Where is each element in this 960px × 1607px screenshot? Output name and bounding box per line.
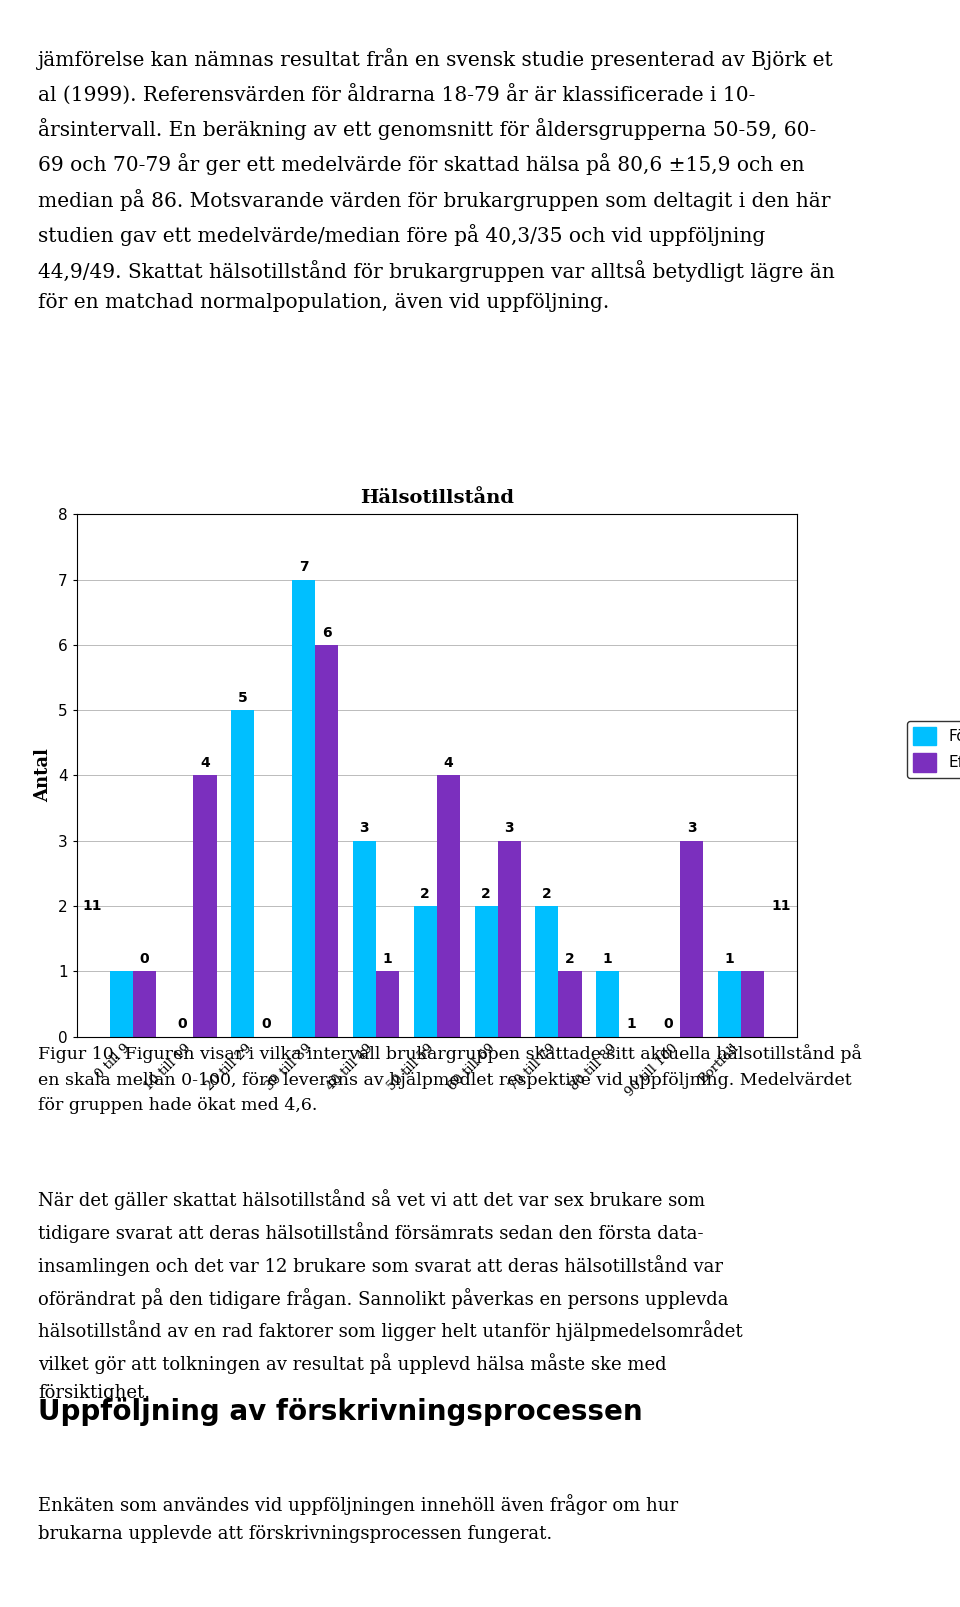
Bar bbox=[497, 840, 520, 1037]
Bar bbox=[231, 710, 254, 1037]
Text: 4: 4 bbox=[444, 757, 453, 770]
Text: 0: 0 bbox=[663, 1017, 673, 1032]
Text: 0: 0 bbox=[261, 1017, 271, 1032]
Bar bbox=[596, 971, 619, 1037]
Bar bbox=[680, 840, 704, 1037]
Text: Uppföljning av förskrivningsprocessen: Uppföljning av förskrivningsprocessen bbox=[38, 1398, 643, 1425]
Text: 1: 1 bbox=[603, 951, 612, 966]
Text: 6: 6 bbox=[322, 625, 331, 640]
Bar bbox=[718, 971, 741, 1037]
Text: 1: 1 bbox=[383, 951, 393, 966]
Bar bbox=[292, 580, 315, 1037]
Y-axis label: Antal: Antal bbox=[35, 749, 53, 802]
Legend: Före, Efter: Före, Efter bbox=[907, 720, 960, 778]
Text: 2: 2 bbox=[481, 887, 491, 900]
Title: Hälsotillstånd: Hälsotillstånd bbox=[360, 489, 514, 508]
Bar bbox=[315, 644, 338, 1037]
Text: 0: 0 bbox=[139, 951, 149, 966]
Bar bbox=[109, 971, 132, 1037]
Text: 1: 1 bbox=[626, 1017, 636, 1032]
Text: 11: 11 bbox=[83, 898, 102, 913]
Text: 3: 3 bbox=[504, 821, 514, 836]
Text: jämförelse kan nämnas resultat från en svensk studie presenterad av Björk et
al : jämförelse kan nämnas resultat från en s… bbox=[38, 48, 835, 312]
Text: 2: 2 bbox=[542, 887, 552, 900]
Bar bbox=[414, 906, 437, 1037]
Text: Enkäten som användes vid uppföljningen innehöll även frågor om hur
brukarna uppl: Enkäten som användes vid uppföljningen i… bbox=[38, 1495, 679, 1543]
Bar bbox=[474, 906, 497, 1037]
Text: 2: 2 bbox=[565, 951, 575, 966]
Text: När det gäller skattat hälsotillstånd så vet vi att det var sex brukare som
tidi: När det gäller skattat hälsotillstånd så… bbox=[38, 1189, 743, 1401]
Bar bbox=[376, 971, 399, 1037]
Text: 1: 1 bbox=[725, 951, 734, 966]
Text: 3: 3 bbox=[686, 821, 697, 836]
Bar bbox=[559, 971, 582, 1037]
Bar bbox=[194, 776, 217, 1037]
Text: Figur 10. Figuren visar i vilka intervall brukargruppen skattade sitt aktuella h: Figur 10. Figuren visar i vilka interval… bbox=[38, 1045, 862, 1114]
Text: 5: 5 bbox=[238, 691, 248, 705]
Text: 3: 3 bbox=[360, 821, 370, 836]
Text: 4: 4 bbox=[200, 757, 210, 770]
Text: 0: 0 bbox=[177, 1017, 187, 1032]
Text: 2: 2 bbox=[420, 887, 430, 900]
Bar bbox=[437, 776, 460, 1037]
Bar bbox=[536, 906, 559, 1037]
Bar bbox=[132, 971, 156, 1037]
Bar bbox=[741, 971, 764, 1037]
Bar bbox=[353, 840, 376, 1037]
Text: 11: 11 bbox=[772, 898, 791, 913]
Text: 7: 7 bbox=[299, 561, 308, 574]
